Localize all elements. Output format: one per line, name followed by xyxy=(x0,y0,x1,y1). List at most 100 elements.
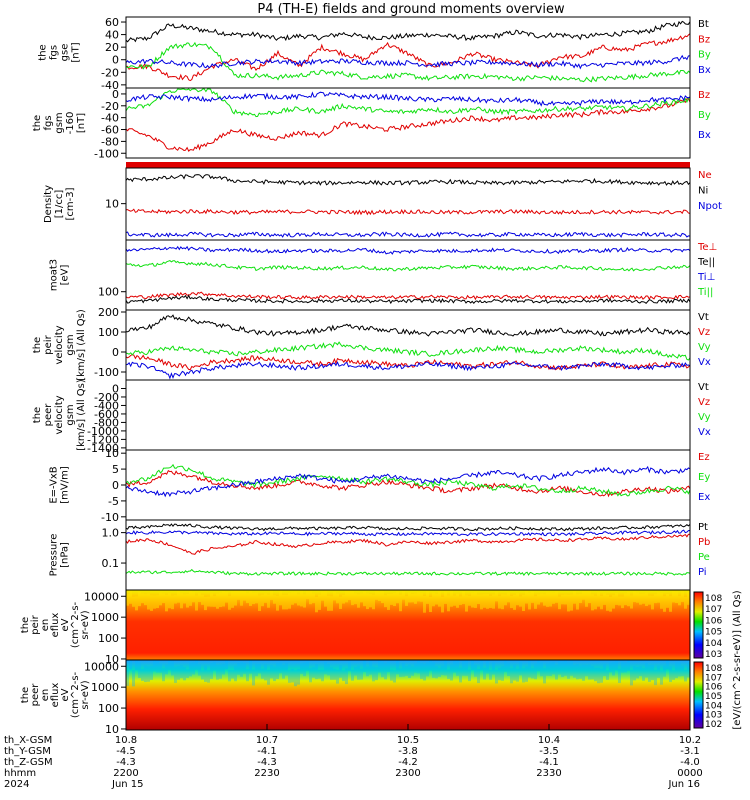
x-tick-label: 10.5 xyxy=(397,735,419,746)
spectrogram-column xyxy=(558,661,561,675)
spectrogram-column xyxy=(228,596,231,610)
spectrogram-column xyxy=(618,668,621,683)
spectrogram-column xyxy=(150,665,153,680)
legend-entry: Pt xyxy=(698,522,708,533)
y-axis-label: [nT] xyxy=(76,113,87,133)
y-axis-label: en xyxy=(40,689,51,702)
spectrogram-column xyxy=(537,660,540,672)
y-axis-label: the xyxy=(20,687,31,703)
spectrogram-column xyxy=(483,594,486,608)
spectrogram-column xyxy=(687,662,690,678)
spectrogram-column xyxy=(486,661,489,674)
spectrogram-column xyxy=(447,669,450,679)
spectrogram-column xyxy=(384,595,387,608)
spectrogram-column xyxy=(363,591,366,607)
spectrogram-column xyxy=(636,667,639,679)
spectrogram-column xyxy=(528,661,531,678)
y-tick-label: -400 xyxy=(94,399,119,412)
spectrogram-column xyxy=(618,596,621,606)
legend-entry: Npot xyxy=(698,201,722,212)
spectrogram-column xyxy=(423,596,426,613)
panel-frame xyxy=(125,379,691,451)
spectrogram-column xyxy=(141,668,144,681)
y-tick-label: -40 xyxy=(101,112,119,125)
x-row-label: th_Z-GSM xyxy=(4,757,53,768)
spectrogram-column xyxy=(162,593,165,604)
y-axis-label: eV xyxy=(60,688,71,701)
spectrogram-column xyxy=(555,665,558,680)
spectrogram-column xyxy=(213,662,216,671)
spectrogram-column xyxy=(456,593,459,608)
legend-entry: Vt xyxy=(698,382,709,393)
x-tick-label: 10.8 xyxy=(115,735,137,746)
spectrogram-column xyxy=(438,667,441,677)
spectrogram-column xyxy=(357,665,360,680)
spectrogram-column xyxy=(666,593,669,608)
spectrogram-column xyxy=(252,592,255,605)
y-axis-label: gse xyxy=(60,44,71,62)
spectrogram-column xyxy=(168,593,171,609)
spectrogram-column xyxy=(378,660,381,673)
y-axis-label: eV xyxy=(60,618,71,631)
spectrogram-column xyxy=(342,594,345,604)
y-axis-label: peer xyxy=(43,403,54,427)
spectrogram-column xyxy=(531,591,534,603)
spectrogram-column xyxy=(459,596,462,605)
spectrogram-column xyxy=(516,668,519,682)
legend-entry: Ti|| xyxy=(697,287,713,298)
spectrogram-column xyxy=(615,592,618,605)
spectrogram-column xyxy=(441,665,444,676)
spectrogram-column xyxy=(498,596,501,609)
spectrogram-column xyxy=(276,662,279,679)
spectrogram-column xyxy=(534,663,537,680)
y-axis-label: the xyxy=(20,617,31,633)
spectrogram-column xyxy=(150,595,153,611)
spectrogram-column xyxy=(147,666,150,682)
y-tick-label: 100 xyxy=(98,326,119,339)
legend-entry: Vy xyxy=(698,412,711,423)
colorbar-tick-label: 103 xyxy=(705,711,722,721)
spectrogram-column xyxy=(132,670,135,687)
spectrogram-column xyxy=(267,594,270,608)
spectrogram-column xyxy=(477,668,480,684)
y-axis-label: [nT] xyxy=(71,42,82,62)
spectrogram-column xyxy=(420,663,423,679)
spectrogram-column xyxy=(219,592,222,608)
spectrogram-column xyxy=(219,664,222,679)
colorbar-tick-label: 106 xyxy=(705,616,722,626)
spectrogram-column xyxy=(438,590,441,607)
spectrogram-column xyxy=(261,594,264,607)
spectrogram-column xyxy=(495,591,498,602)
y-tick-label: -100 xyxy=(94,366,119,379)
spectrogram-column xyxy=(552,592,555,604)
spectrogram-column xyxy=(408,592,411,603)
spectrogram-column xyxy=(468,595,471,606)
spectrogram-column xyxy=(384,663,387,680)
spectrogram-column xyxy=(333,668,336,680)
spectrogram-column xyxy=(462,661,465,676)
x-tick-label: -3.8 xyxy=(398,746,418,757)
spectrogram-column xyxy=(153,595,156,609)
y-tick-label: -5 xyxy=(108,495,119,508)
series-pe xyxy=(125,568,691,576)
spectrogram-column xyxy=(651,595,654,610)
spectrogram-column xyxy=(348,661,351,672)
legend-entry: Vx xyxy=(698,357,711,368)
spectrogram-column xyxy=(288,593,291,609)
spectrogram-column xyxy=(654,594,657,604)
panel-frame xyxy=(125,309,691,381)
spectrogram-column xyxy=(678,596,681,606)
spectrogram-column xyxy=(336,593,339,604)
spectrogram-column xyxy=(558,596,561,610)
y-axis-label: [mV/m] xyxy=(60,466,71,504)
spectrogram-column xyxy=(435,666,438,679)
spectrogram-column xyxy=(546,592,549,607)
series-vt xyxy=(125,314,691,337)
spectrogram-column xyxy=(450,664,453,681)
spectrogram-column xyxy=(660,592,663,609)
y-axis-label: fgs xyxy=(43,115,54,130)
spectrogram-column xyxy=(222,664,225,675)
y-tick-label: 200 xyxy=(98,306,119,319)
spectrogram-column xyxy=(144,665,147,683)
spectrogram-column xyxy=(564,594,567,605)
